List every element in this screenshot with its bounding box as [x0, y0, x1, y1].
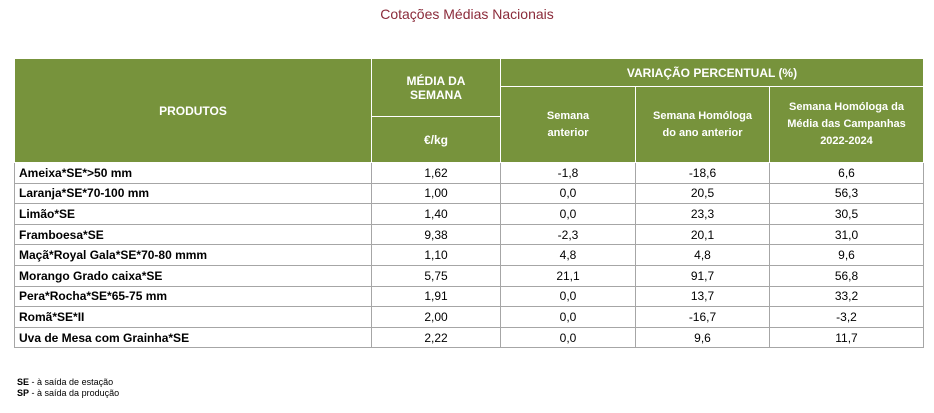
- table-row: Maçã*Royal Gala*SE*70-80 mmm 1,10 4,8 4,8 9,…: [14, 244, 924, 266]
- value-cell: 0,0: [500, 326, 636, 349]
- value-cell: 1,00: [371, 182, 501, 205]
- value-cell: 0,0: [500, 306, 636, 328]
- value-cell: 1,62: [371, 162, 501, 184]
- value-cell: 1,10: [371, 244, 501, 266]
- value-cell: 20,1: [635, 223, 770, 246]
- footnote: SP - à saída da produção: [17, 388, 119, 399]
- product-cell: Uva de Mesa com Grainha*SE: [14, 326, 372, 349]
- value-cell: 9,6: [769, 244, 924, 266]
- table-row: Romã*SE*II 2,00 0,0 -16,7 -3,2: [14, 306, 924, 328]
- value-cell: 33,2: [769, 285, 924, 308]
- header-cell: Semana Homóloga da Média das Campanhas 2…: [769, 86, 924, 163]
- value-cell: 21,1: [500, 264, 636, 287]
- product-cell: Maçã*Royal Gala*SE*70-80 mmm: [14, 244, 372, 266]
- value-cell: 20,5: [635, 182, 770, 205]
- value-cell: 11,7: [769, 326, 924, 349]
- value-cell: 1,91: [371, 285, 501, 308]
- table-row: Morango Grado caixa*SE 5,75 21,1 91,7 56,8: [14, 264, 924, 287]
- value-cell: 91,7: [635, 264, 770, 287]
- value-cell: 56,8: [769, 264, 924, 287]
- product-cell: Romã*SE*II: [14, 306, 372, 328]
- value-cell: -2,3: [500, 223, 636, 246]
- table-header: PRODUTOS MÉDIA DA SEMANA VARIAÇÃO PERCEN…: [14, 58, 924, 163]
- header-cell: Semana Homóloga do ano anterior: [635, 86, 770, 163]
- table-row: Limão*SE 1,40 0,0 23,3 30,5: [14, 203, 924, 225]
- table-row: Uva de Mesa com Grainha*SE 2,22 0,0 9,6 11,7: [14, 326, 924, 349]
- product-cell: Morango Grado caixa*SE: [14, 264, 372, 287]
- header-text: Semana Homóloga do ano anterior: [652, 109, 753, 139]
- value-cell: 0,0: [500, 285, 636, 308]
- header-text: Semana anterior: [546, 109, 590, 139]
- value-cell: 6,6: [769, 162, 924, 184]
- value-cell: 2,00: [371, 306, 501, 328]
- product-cell: Limão*SE: [14, 203, 372, 225]
- table-row: Ameixa*SE*>50 mm 1,62 -1,8 -18,6 6,6: [14, 162, 924, 184]
- value-cell: -3,2: [769, 306, 924, 328]
- header-text: MÉDIA DA SEMANA: [406, 73, 466, 102]
- value-cell: 30,5: [769, 203, 924, 225]
- value-cell: -16,7: [635, 306, 770, 328]
- price-table: PRODUTOS MÉDIA DA SEMANA VARIAÇÃO PERCEN…: [14, 58, 924, 349]
- value-cell: 9,38: [371, 223, 501, 246]
- header-cell: €/kg: [371, 116, 501, 163]
- value-cell: 0,0: [500, 203, 636, 225]
- footnote-abbr: SE: [17, 377, 30, 387]
- value-cell: 23,3: [635, 203, 770, 225]
- header-cell: PRODUTOS: [14, 58, 372, 163]
- product-cell: Laranja*SE*70-100 mm: [14, 182, 372, 205]
- value-cell: 5,75: [371, 264, 501, 287]
- footnote: SE - à saída de estação: [17, 377, 119, 388]
- value-cell: 4,8: [500, 244, 636, 266]
- value-cell: -1,8: [500, 162, 636, 184]
- table-row: Pera*Rocha*SE*65-75 mm 1,91 0,0 13,7 33,2: [14, 285, 924, 308]
- value-cell: 0,0: [500, 182, 636, 205]
- value-cell: 56,3: [769, 182, 924, 205]
- footnote-text: - à saída da produção: [31, 388, 120, 398]
- table-row: Framboesa*SE 9,38 -2,3 20,1 31,0: [14, 223, 924, 246]
- header-cell: VARIAÇÃO PERCENTUAL (%): [500, 58, 924, 87]
- header-cell: Semana anterior: [500, 86, 636, 163]
- header-text: Semana Homóloga da Média das Campanhas 2…: [787, 101, 906, 147]
- value-cell: -18,6: [635, 162, 770, 184]
- product-cell: Ameixa*SE*>50 mm: [14, 162, 372, 184]
- header-cell: MÉDIA DA SEMANA: [371, 58, 501, 117]
- table-body: Ameixa*SE*>50 mm 1,62 -1,8 -18,6 6,6 Laranja*…: [14, 162, 924, 349]
- product-cell: Pera*Rocha*SE*65-75 mm: [14, 285, 372, 308]
- footnote-text: - à saída de estação: [31, 377, 114, 387]
- value-cell: 1,40: [371, 203, 501, 225]
- value-cell: 13,7: [635, 285, 770, 308]
- value-cell: 31,0: [769, 223, 924, 246]
- footnote-abbr: SP: [17, 388, 30, 398]
- value-cell: 9,6: [635, 326, 770, 349]
- page-title: Cotações Médias Nacionais: [380, 6, 554, 22]
- value-cell: 2,22: [371, 326, 501, 349]
- table-row: Laranja*SE*70-100 mm 1,00 0,0 20,5 56,3: [14, 182, 924, 205]
- footnotes: SE - à saída de estação SP - à saída da p…: [17, 377, 119, 399]
- product-cell: Framboesa*SE: [14, 223, 372, 246]
- value-cell: 4,8: [635, 244, 770, 266]
